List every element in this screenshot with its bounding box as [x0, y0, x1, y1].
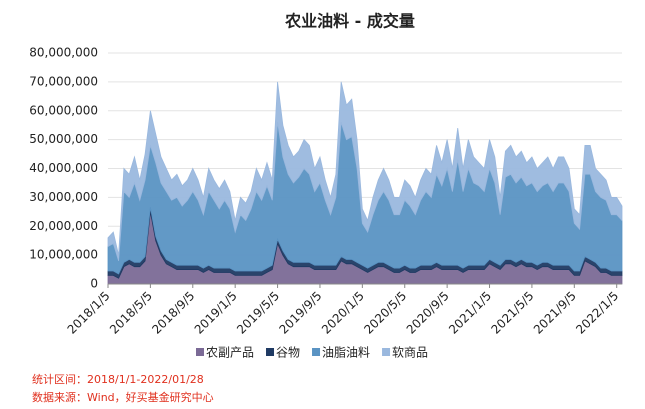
legend: 农副产品 谷物 油脂油料 软商品: [196, 345, 428, 360]
chart-title: 农业油料 - 成交量: [284, 12, 415, 31]
legend-swatch: [382, 348, 391, 356]
x-tick-label: 2019/5/5: [234, 289, 282, 337]
y-tick-label: 40,000,000: [29, 161, 98, 175]
y-tick-label: 0: [90, 277, 98, 291]
y-tick-label: 80,000,000: [29, 46, 98, 60]
x-tick-label: 2020/5/5: [361, 289, 409, 337]
x-tick-label: 2019/9/5: [277, 289, 325, 337]
legend-label: 软商品: [392, 345, 428, 360]
x-tick-label: 2021/5/5: [488, 289, 536, 337]
x-tick-label: 2018/5/5: [107, 289, 155, 337]
x-tick-label: 2020/9/5: [404, 289, 452, 337]
x-tick-label: 2022/1/5: [573, 289, 621, 337]
x-tick-label: 2019/1/5: [192, 289, 240, 337]
legend-label: 油脂油料: [322, 345, 370, 360]
footnote: 数据来源：Wind，好买基金研究中心: [32, 390, 214, 404]
x-tick-label: 2018/9/5: [149, 289, 197, 337]
y-tick-label: 30,000,000: [29, 190, 98, 204]
y-tick-label: 10,000,000: [29, 248, 98, 262]
area: [107, 81, 623, 262]
legend-label: 农副产品: [206, 346, 254, 360]
legend-swatch: [196, 348, 204, 356]
x-tick-label: 2021/1/5: [446, 289, 494, 337]
x-tick-label: 2018/1/5: [65, 289, 113, 337]
legend-swatch: [266, 348, 275, 356]
x-tick-label: 2020/1/5: [319, 289, 367, 337]
x-tick-label: 2021/9/5: [531, 289, 579, 337]
footnote: 统计区间：2018/1/1-2022/01/28: [32, 373, 204, 386]
legend-label: 谷物: [276, 346, 300, 360]
legend-swatch: [312, 348, 321, 356]
y-tick-label: 50,000,000: [29, 132, 98, 146]
y-tick-label: 20,000,000: [29, 219, 98, 233]
y-tick-label: 60,000,000: [29, 103, 98, 117]
y-tick-label: 70,000,000: [29, 74, 98, 88]
